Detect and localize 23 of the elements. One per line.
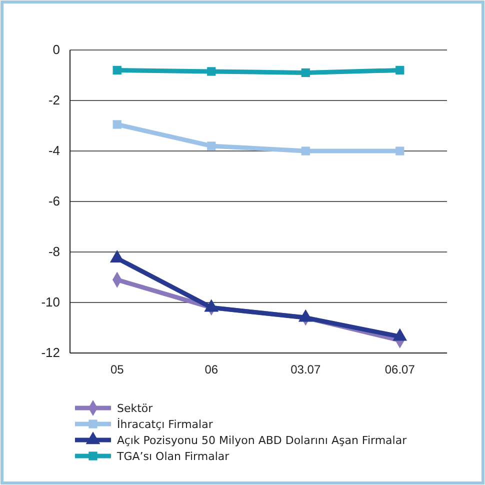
point xyxy=(301,146,310,156)
y-tick-label: 0 xyxy=(52,42,60,58)
y-tick-label: -10 xyxy=(41,294,60,310)
y-tick-label: -8 xyxy=(48,244,60,260)
point xyxy=(396,66,404,75)
y-tick-label: -6 xyxy=(48,194,60,209)
legend-label: TGA’sı Olan Firmalar xyxy=(116,450,230,463)
point xyxy=(112,66,122,75)
x-tick-label: 06 xyxy=(204,362,218,377)
y-tick-label: -2 xyxy=(48,92,60,108)
y-tick-label: -12 xyxy=(41,345,60,360)
point xyxy=(112,120,122,129)
point xyxy=(301,68,310,78)
x-tick-label: 06.07 xyxy=(384,362,416,377)
point xyxy=(396,146,404,156)
x-tick-label: 05 xyxy=(110,362,124,377)
legend-label: İhracatçı Firmalar xyxy=(117,417,214,431)
y-tick-label: -4 xyxy=(48,143,60,158)
legend-label: Açık Pozisyonu 50 Milyon ABD Dolarını Aşan Firmalar xyxy=(117,434,408,447)
legend-label: Sektör xyxy=(117,402,154,415)
point xyxy=(207,67,216,76)
point xyxy=(207,142,216,150)
x-tick-label: 03.07 xyxy=(290,362,321,377)
